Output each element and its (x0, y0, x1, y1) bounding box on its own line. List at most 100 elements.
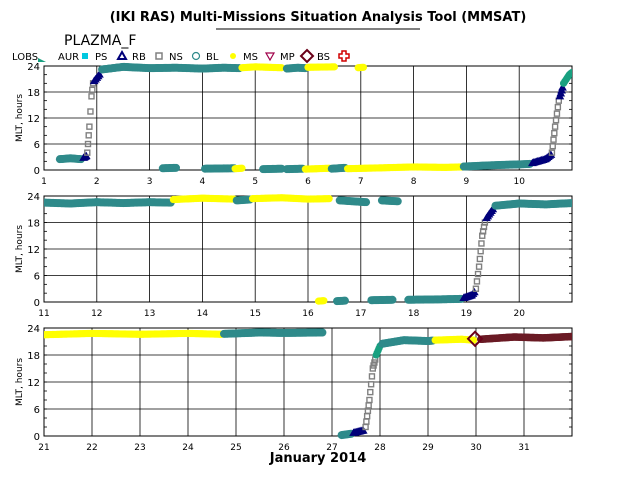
data-point (552, 116, 560, 124)
y-axis-label: MLT, hours (15, 358, 25, 406)
ms-marker-icon (264, 52, 276, 62)
legend-label: PS (95, 52, 107, 63)
segment-ns (367, 295, 397, 305)
x-tick-label: 6 (305, 177, 311, 187)
y-tick-label: 18 (27, 351, 40, 362)
data-point (472, 285, 480, 292)
segment-ns (491, 199, 572, 210)
segment-bl (44, 329, 226, 339)
x-tick-label: 10 (513, 177, 525, 187)
x-tick-label: 2 (94, 177, 100, 187)
legend-item-mp: MP (280, 48, 315, 64)
segment-sw (477, 332, 572, 344)
x-tick-label: 12 (91, 309, 102, 319)
orbit-trace (55, 62, 572, 174)
data-point (367, 388, 374, 396)
y-tick-label: 0 (34, 298, 40, 309)
segment-bl (304, 63, 338, 71)
data-point (558, 83, 567, 91)
y-tick-label: 0 (34, 432, 40, 443)
x-tick-label: 28 (374, 443, 386, 453)
data-point (325, 195, 333, 203)
data-point (359, 63, 368, 71)
segment-bl (314, 297, 328, 305)
segment-ns (333, 296, 349, 306)
data-point (84, 149, 91, 156)
orbit-trace (44, 194, 572, 306)
legend-item-aur: AUR (58, 52, 88, 63)
data-point (320, 297, 328, 305)
data-point (368, 373, 376, 380)
x-tick-label: 18 (408, 309, 420, 319)
data-point (476, 255, 484, 263)
y-tick-label: 18 (27, 88, 40, 99)
segment-lobs (559, 68, 572, 87)
x-tick-label: 19 (461, 309, 473, 319)
legend-label: BS (317, 52, 330, 63)
data-point (89, 86, 96, 94)
data-point (551, 123, 559, 130)
legend-label: RB (132, 52, 146, 63)
chart-title: (IKI RAS) Multi-Missions Situation Analy… (110, 10, 527, 25)
data-point (474, 270, 482, 278)
x-tick-label: 15 (249, 309, 260, 319)
x-tick-label: 26 (278, 443, 290, 453)
segment-ns (335, 196, 371, 207)
x-tick-label: 31 (518, 443, 529, 453)
segment-ns (55, 154, 85, 164)
bs-marker-icon (338, 50, 350, 62)
segment-bl (248, 194, 333, 203)
segment-bl (344, 163, 465, 173)
x-tick-label: 21 (38, 443, 49, 453)
data-point (550, 136, 557, 143)
y-tick-label: 18 (27, 219, 40, 230)
x-tick-label: 25 (230, 443, 241, 453)
legend-label: BL (206, 52, 219, 63)
x-tick-label: 17 (355, 309, 366, 319)
spacecraft-label: PLAZMA_F (64, 33, 136, 49)
x-tick-label: 20 (513, 309, 525, 319)
segment-ns (282, 164, 307, 174)
data-point (85, 132, 92, 139)
data-point (553, 110, 561, 117)
x-tick-label: 13 (144, 309, 155, 319)
x-tick-label: 30 (470, 443, 482, 453)
data-point (473, 278, 481, 285)
data-point (477, 248, 484, 255)
data-point (393, 197, 402, 206)
segment-ps (555, 83, 567, 100)
mp-crossing-marker (466, 330, 484, 348)
data-point (172, 163, 180, 172)
legend-item-ps: PS (95, 49, 128, 63)
panel-3: 21 22 23 24 25 26 27 28 29 30 31 0 6 12 18 24 MLT, hours (15, 324, 573, 453)
legend-label: AUR (58, 52, 79, 63)
data-point (86, 123, 93, 130)
legend-item-ms: MS (243, 52, 276, 63)
data-point (475, 263, 483, 270)
segment-ns (220, 328, 327, 338)
data-point (88, 93, 95, 100)
y-tick-label: 6 (34, 272, 40, 283)
data-point (238, 164, 246, 172)
x-tick-label: 4 (200, 177, 206, 187)
legend-label: NS (169, 52, 183, 63)
legend-lead-label: LOBS (12, 52, 38, 63)
orbit-trace (44, 328, 572, 440)
x-tick-label: 7 (358, 177, 364, 187)
x-tick-label: 5 (252, 177, 258, 187)
ns-marker-icon (191, 51, 201, 61)
x-tick-label: 22 (86, 443, 97, 453)
legend-label: MP (280, 52, 295, 63)
segment-ns (158, 163, 180, 173)
segment-ns (459, 159, 534, 171)
y-tick-label: 12 (27, 378, 40, 389)
ps-marker-icon (116, 49, 128, 60)
data-point (363, 413, 371, 420)
segment-ns (377, 196, 402, 206)
aur-marker-icon (82, 53, 88, 59)
data-point (365, 402, 372, 409)
x-tick-label: 24 (182, 443, 194, 453)
x-tick-label: 9 (464, 177, 470, 187)
data-point (568, 68, 572, 77)
